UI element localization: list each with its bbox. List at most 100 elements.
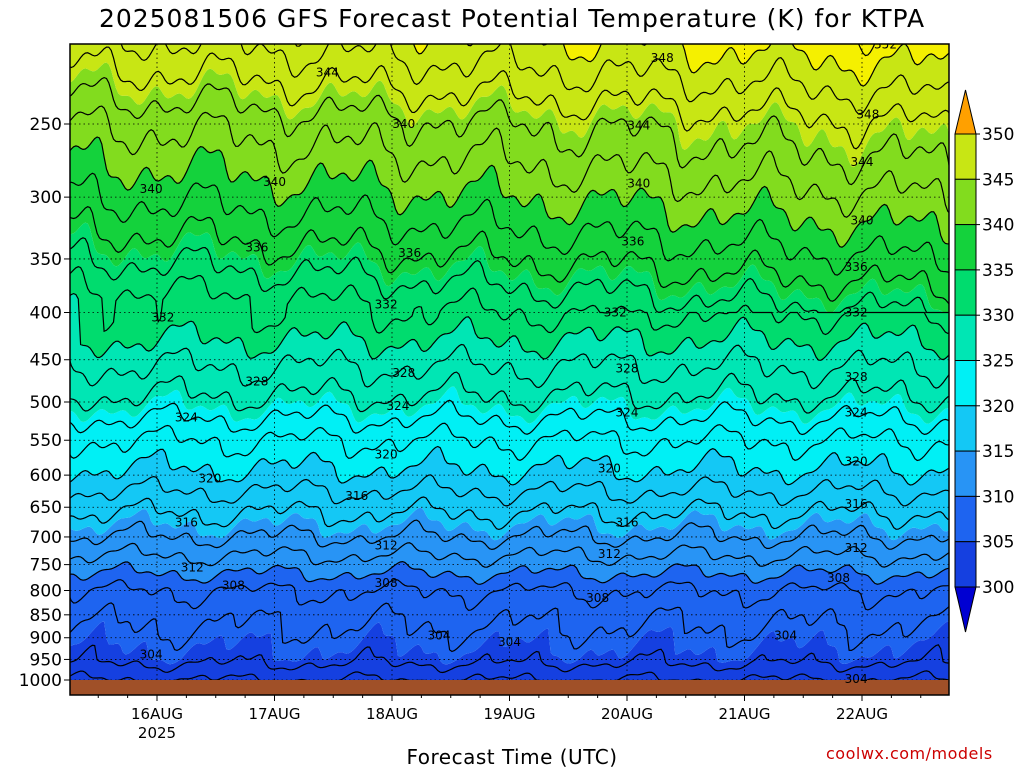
colorbar-segment (954, 541, 977, 588)
contour-label: 328 (392, 366, 415, 380)
contour-label: 328 (845, 370, 868, 384)
colorbar-label: 300 (982, 578, 1014, 598)
y-tick-label: 450 (30, 351, 62, 371)
colorbar-label: 315 (982, 442, 1014, 462)
contour-line (70, 292, 949, 361)
contour-label: 324 (845, 405, 868, 419)
contour-label: 324 (175, 411, 198, 425)
x-tick-label: 20AUG (601, 705, 653, 723)
contour-line (70, 136, 949, 248)
contour-label: 348 (856, 107, 879, 121)
x-axis-label: Forecast Time (UTC) (406, 745, 618, 769)
colorbar-segment (954, 450, 977, 497)
colorbar-label: 310 (982, 487, 1014, 507)
contour-label: 324 (386, 399, 409, 413)
contour-line (70, 76, 949, 186)
contour-label: 344 (627, 119, 650, 133)
contour-label: 336 (245, 240, 268, 254)
y-tick-label: 800 (30, 582, 62, 602)
contour-label: 340 (263, 175, 286, 189)
contour-label: 312 (181, 560, 204, 574)
color-band (70, 62, 949, 248)
contour-label: 320 (845, 455, 868, 469)
contour-label: 348 (651, 51, 674, 65)
contour-label: 336 (845, 260, 868, 274)
contour-label: 332 (151, 310, 174, 324)
contour-label: 340 (627, 177, 650, 191)
colorbar-segment (954, 405, 977, 452)
contour-label: 316 (616, 515, 639, 529)
contour-line (69, 0, 950, 27)
y-tick-label: 900 (30, 629, 62, 649)
contour-label: 344 (316, 66, 339, 80)
contour-label: 316 (845, 497, 868, 511)
colorbar-segment (954, 314, 977, 362)
y-tick-label: 350 (30, 250, 62, 270)
contour-label: 316 (175, 515, 198, 529)
colorbar-segment (954, 133, 977, 180)
y-tick-label: 400 (30, 304, 62, 324)
colorbar: 350 345 340 335 330 325 320 315 310 305 300 (954, 89, 1014, 633)
x-tick-label: 18AUG (366, 705, 418, 723)
colorbar-segment (954, 178, 977, 226)
contour-label: 352 (874, 37, 897, 51)
credit-link[interactable]: coolwx.com/models (826, 744, 993, 763)
color-band (70, 293, 949, 424)
x-year-label: 2025 (138, 724, 176, 742)
color-band (295, 44, 949, 87)
isentrope-contours (69, 0, 950, 687)
y-tick-label: 650 (30, 498, 62, 518)
contour-label: 308 (827, 571, 850, 585)
contour-line (294, 44, 949, 87)
contour-label: 324 (616, 405, 639, 419)
contour-line (70, 46, 949, 150)
contour-line (70, 644, 949, 674)
contour-line (70, 578, 949, 611)
contour-label: 312 (375, 538, 398, 552)
color-band (70, 222, 949, 361)
color-band (70, 44, 949, 168)
colorbar-label: 340 (982, 216, 1014, 236)
contour-label: 308 (222, 578, 245, 592)
contour-label: 308 (586, 591, 609, 605)
colorbar-bottom-arrow (954, 586, 977, 633)
y-tick-label: 600 (30, 466, 62, 486)
contour-label: 304 (140, 647, 163, 661)
contour-line (70, 542, 949, 568)
x-tick-label: 22AUG (836, 705, 888, 723)
x-tick-label: 21AUG (719, 705, 771, 723)
contour-line (70, 237, 949, 314)
y-tick-label: 950 (30, 650, 62, 670)
y-axis: 250 300 350 400 450 500 550 600 650 700 750 800 850 9… (19, 115, 70, 691)
contour-label: 328 (616, 362, 639, 376)
contour-label: 340 (140, 182, 163, 196)
contour-label: 320 (598, 461, 621, 475)
contour-label: 332 (375, 297, 398, 311)
contour-label: 312 (845, 541, 868, 555)
contour-line (120, 44, 949, 115)
color-band (70, 446, 949, 541)
contour-line (70, 206, 949, 305)
contour-labels: 352 348 348 344 344 344 340 340 340 340 340 336 336 3… (140, 37, 897, 686)
contour-line (70, 343, 949, 390)
y-tick-label: 500 (30, 393, 62, 413)
ground-strip (70, 680, 949, 695)
y-tick-label: 700 (30, 528, 62, 548)
contour-label: 340 (851, 213, 874, 227)
y-tick-label: 850 (30, 606, 62, 626)
contour-line (70, 172, 949, 276)
contour-line (70, 474, 949, 507)
colorbar-segment (954, 224, 977, 271)
colorbar-segment (954, 495, 977, 543)
contour-line (70, 445, 949, 486)
x-tick-label: 19AUG (484, 705, 536, 723)
colorbar-label: 350 (982, 125, 1014, 145)
contour-label: 336 (621, 234, 644, 248)
contour-line (70, 519, 949, 551)
contour-label: 320 (375, 448, 398, 462)
y-tick-label: 750 (30, 556, 62, 576)
grid-lines (70, 44, 949, 695)
y-tick-label: 250 (30, 115, 62, 135)
colorbar-label: 345 (982, 170, 1014, 190)
